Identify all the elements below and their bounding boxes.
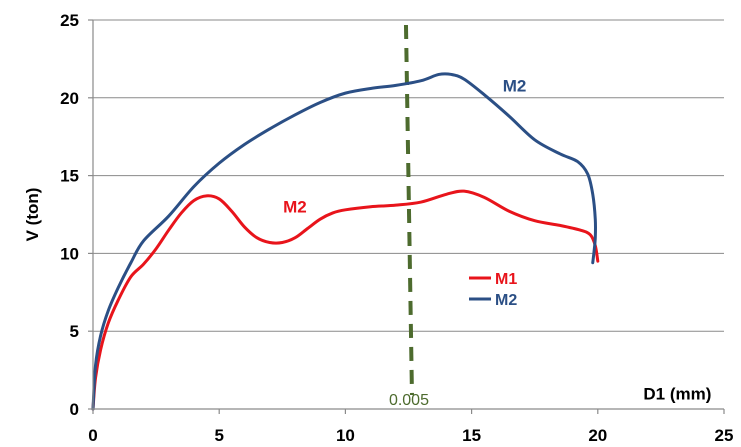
annotation-layer: 0.005 <box>389 24 429 409</box>
y-tick-label-5: 5 <box>70 322 79 341</box>
series-line-m2-1 <box>91 72 598 411</box>
legend-label-m2: M2 <box>495 292 517 309</box>
legend-label-m1: M1 <box>495 271 517 288</box>
x-tick-label-15: 15 <box>462 426 481 445</box>
x-tick-label-20: 20 <box>588 426 607 445</box>
series-line-m1-0 <box>91 189 600 411</box>
annotation-dashed-line <box>403 24 414 396</box>
x-tick-label-10: 10 <box>336 426 355 445</box>
y-tick-label-20: 20 <box>60 89 79 108</box>
annotation-label: 0.005 <box>389 392 429 409</box>
y-tick-label-10: 10 <box>60 244 79 263</box>
axes: 0 5 10 15 20 25 0 5 10 15 20 25 <box>60 11 733 445</box>
y-tick-label-0: 0 <box>70 400 79 419</box>
series-layer <box>91 72 600 411</box>
series-label-0: M2 <box>283 198 307 217</box>
y-tick-label-25: 25 <box>60 11 79 30</box>
series-label-1: M2 <box>503 76 527 95</box>
x-axis-title: D1 (mm) <box>643 385 711 404</box>
y-tick-label-15: 15 <box>60 167 79 186</box>
x-tick-label-0: 0 <box>88 426 97 445</box>
x-tick-label-25: 25 <box>715 426 734 445</box>
x-tick-label-5: 5 <box>214 426 223 445</box>
y-axis-title: V (ton) <box>23 188 42 242</box>
